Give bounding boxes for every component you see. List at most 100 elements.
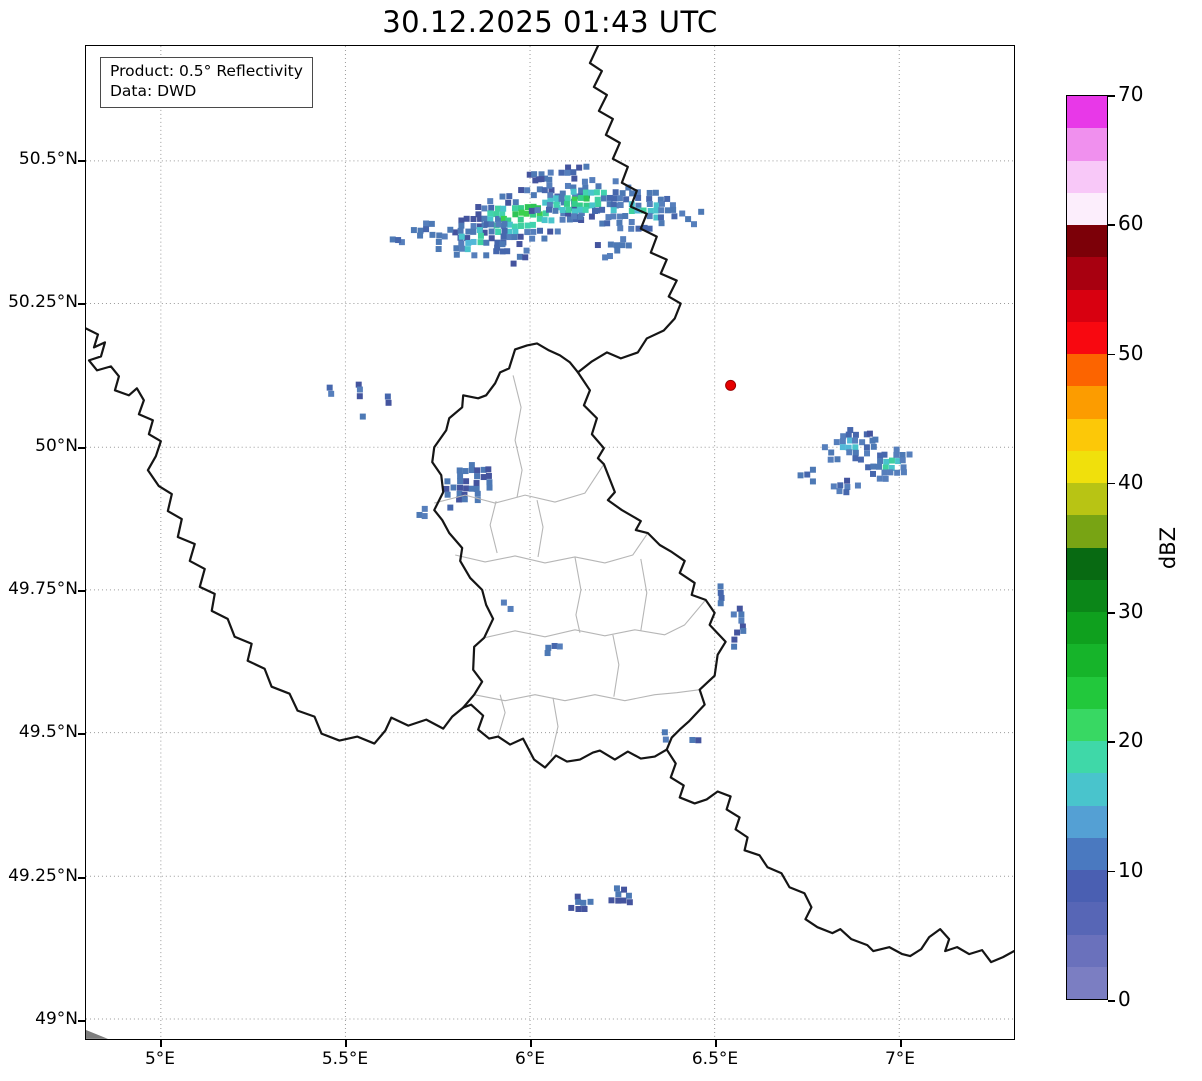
radar-echo-cell — [894, 469, 901, 476]
radar-echo-cell — [594, 196, 601, 203]
radar-echo-cell — [565, 164, 572, 171]
radar-echo-cell — [470, 216, 477, 222]
radar-echo-cell — [647, 208, 654, 215]
radar-echo-cell — [475, 211, 482, 218]
radar-echo-cell — [646, 201, 653, 208]
radar-echo-cell — [864, 450, 871, 457]
radar-echo-cell — [522, 254, 529, 261]
colorbar-tick-label: 40 — [1118, 469, 1144, 494]
radar-echo-cell — [595, 183, 602, 190]
radar-echo-cell — [530, 228, 537, 235]
radar-echo-cell — [435, 238, 442, 245]
radar-echo-cell — [619, 242, 626, 249]
radar-echo-cell — [582, 206, 589, 213]
radar-echo-cell — [398, 239, 405, 246]
country-border — [576, 46, 682, 374]
x-tick-label: 7°E — [884, 1049, 916, 1069]
radar-echo-cell — [595, 201, 602, 208]
radar-echo-cell — [512, 211, 519, 218]
radar-echo-cell — [623, 196, 630, 203]
radar-echo-cell — [887, 469, 894, 476]
radar-echo-cell — [504, 248, 511, 255]
radar-echo-cell — [538, 176, 545, 183]
y-tick-mark — [78, 303, 85, 305]
radar-echo-cell — [488, 228, 495, 235]
radar-echo-cell — [844, 484, 851, 491]
info-box: Product: 0.5° Reflectivity Data: DWD — [100, 57, 313, 108]
radar-echo-cell — [476, 223, 483, 230]
radar-echo-cell — [495, 228, 502, 235]
colorbar-segment — [1067, 128, 1107, 161]
colorbar-segment — [1067, 160, 1107, 193]
radar-echo-cell — [610, 201, 617, 208]
radar-echo-cell — [541, 217, 548, 224]
radar-echo-cell — [833, 439, 840, 446]
radar-echo-cell — [444, 478, 451, 485]
radar-echo-cell — [421, 505, 428, 512]
radar-echo-cell — [493, 248, 500, 255]
radar-echo-cell — [566, 216, 573, 223]
radar-echo-cell — [847, 427, 854, 434]
radar-echo-cell — [852, 455, 859, 462]
radar-echo-cell — [524, 222, 531, 229]
colorbar-segment — [1067, 483, 1107, 516]
radar-echo-cell — [846, 449, 853, 456]
radar-echo-cell — [718, 594, 725, 601]
radar-echo-cell — [882, 464, 889, 471]
radar-echo-cell — [876, 475, 883, 482]
radar-echo-cell — [563, 200, 570, 207]
radar-echo-cell — [461, 496, 468, 503]
radar-echo-cell — [888, 457, 895, 464]
radar-echo-cell — [524, 229, 531, 236]
radar-echo-cell — [587, 898, 594, 905]
info-product-line: Product: 0.5° Reflectivity — [110, 62, 303, 80]
radar-echo-cell — [717, 589, 724, 596]
radar-echo-cell — [828, 449, 835, 456]
country-border — [576, 371, 727, 751]
radar-echo-cell — [839, 444, 846, 451]
radar-echo-cell — [617, 225, 624, 232]
radar-site-marker — [725, 379, 737, 391]
radar-echo-cell — [450, 484, 457, 491]
colorbar-tick-mark — [1108, 224, 1115, 226]
radar-echo-cell — [599, 206, 606, 213]
radar-echo-cell — [658, 220, 665, 227]
radar-echo-cell — [465, 228, 472, 235]
radar-echo-cell — [739, 623, 746, 630]
radar-echo-cell — [658, 207, 665, 214]
radar-echo-cell — [526, 171, 533, 178]
radar-echo-cell — [620, 897, 627, 904]
radar-echo-cell — [436, 232, 443, 239]
radar-echo-cell — [616, 219, 623, 226]
radar-echo-cell — [485, 466, 492, 473]
radar-echo-cell — [689, 736, 696, 743]
radar-echo-cell — [834, 456, 841, 463]
radar-echo-cell — [685, 216, 692, 223]
radar-echo-cell — [495, 216, 502, 222]
radar-echo-cell — [731, 643, 738, 650]
radar-echo-cell — [866, 430, 873, 437]
colorbar-tick-label: 70 — [1118, 82, 1144, 106]
colorbar — [1066, 95, 1108, 1000]
radar-echo-cell — [577, 206, 584, 213]
radar-echo-cell — [518, 187, 525, 194]
radar-echo-cell — [592, 208, 598, 215]
radar-echo-cell — [495, 205, 502, 212]
radar-echo-cell — [356, 393, 363, 400]
radar-echo-cell — [501, 227, 508, 234]
radar-echo-cell — [613, 885, 620, 892]
radar-echo-cell — [622, 213, 629, 219]
radar-echo-cell — [572, 193, 579, 200]
radar-echo-cell — [506, 228, 513, 235]
region-border — [434, 463, 605, 504]
radar-echo-cell — [524, 187, 531, 194]
colorbar-segment — [1067, 289, 1107, 322]
radar-echo-cell — [657, 196, 664, 203]
radar-echo-cell — [500, 233, 507, 240]
radar-echo-cell — [619, 190, 626, 197]
radar-echo-cell — [679, 210, 686, 217]
radar-echo-cell — [571, 204, 578, 211]
radar-echo-cell — [458, 222, 465, 229]
colorbar-segment — [1067, 837, 1107, 870]
radar-echo-cell — [523, 247, 530, 254]
